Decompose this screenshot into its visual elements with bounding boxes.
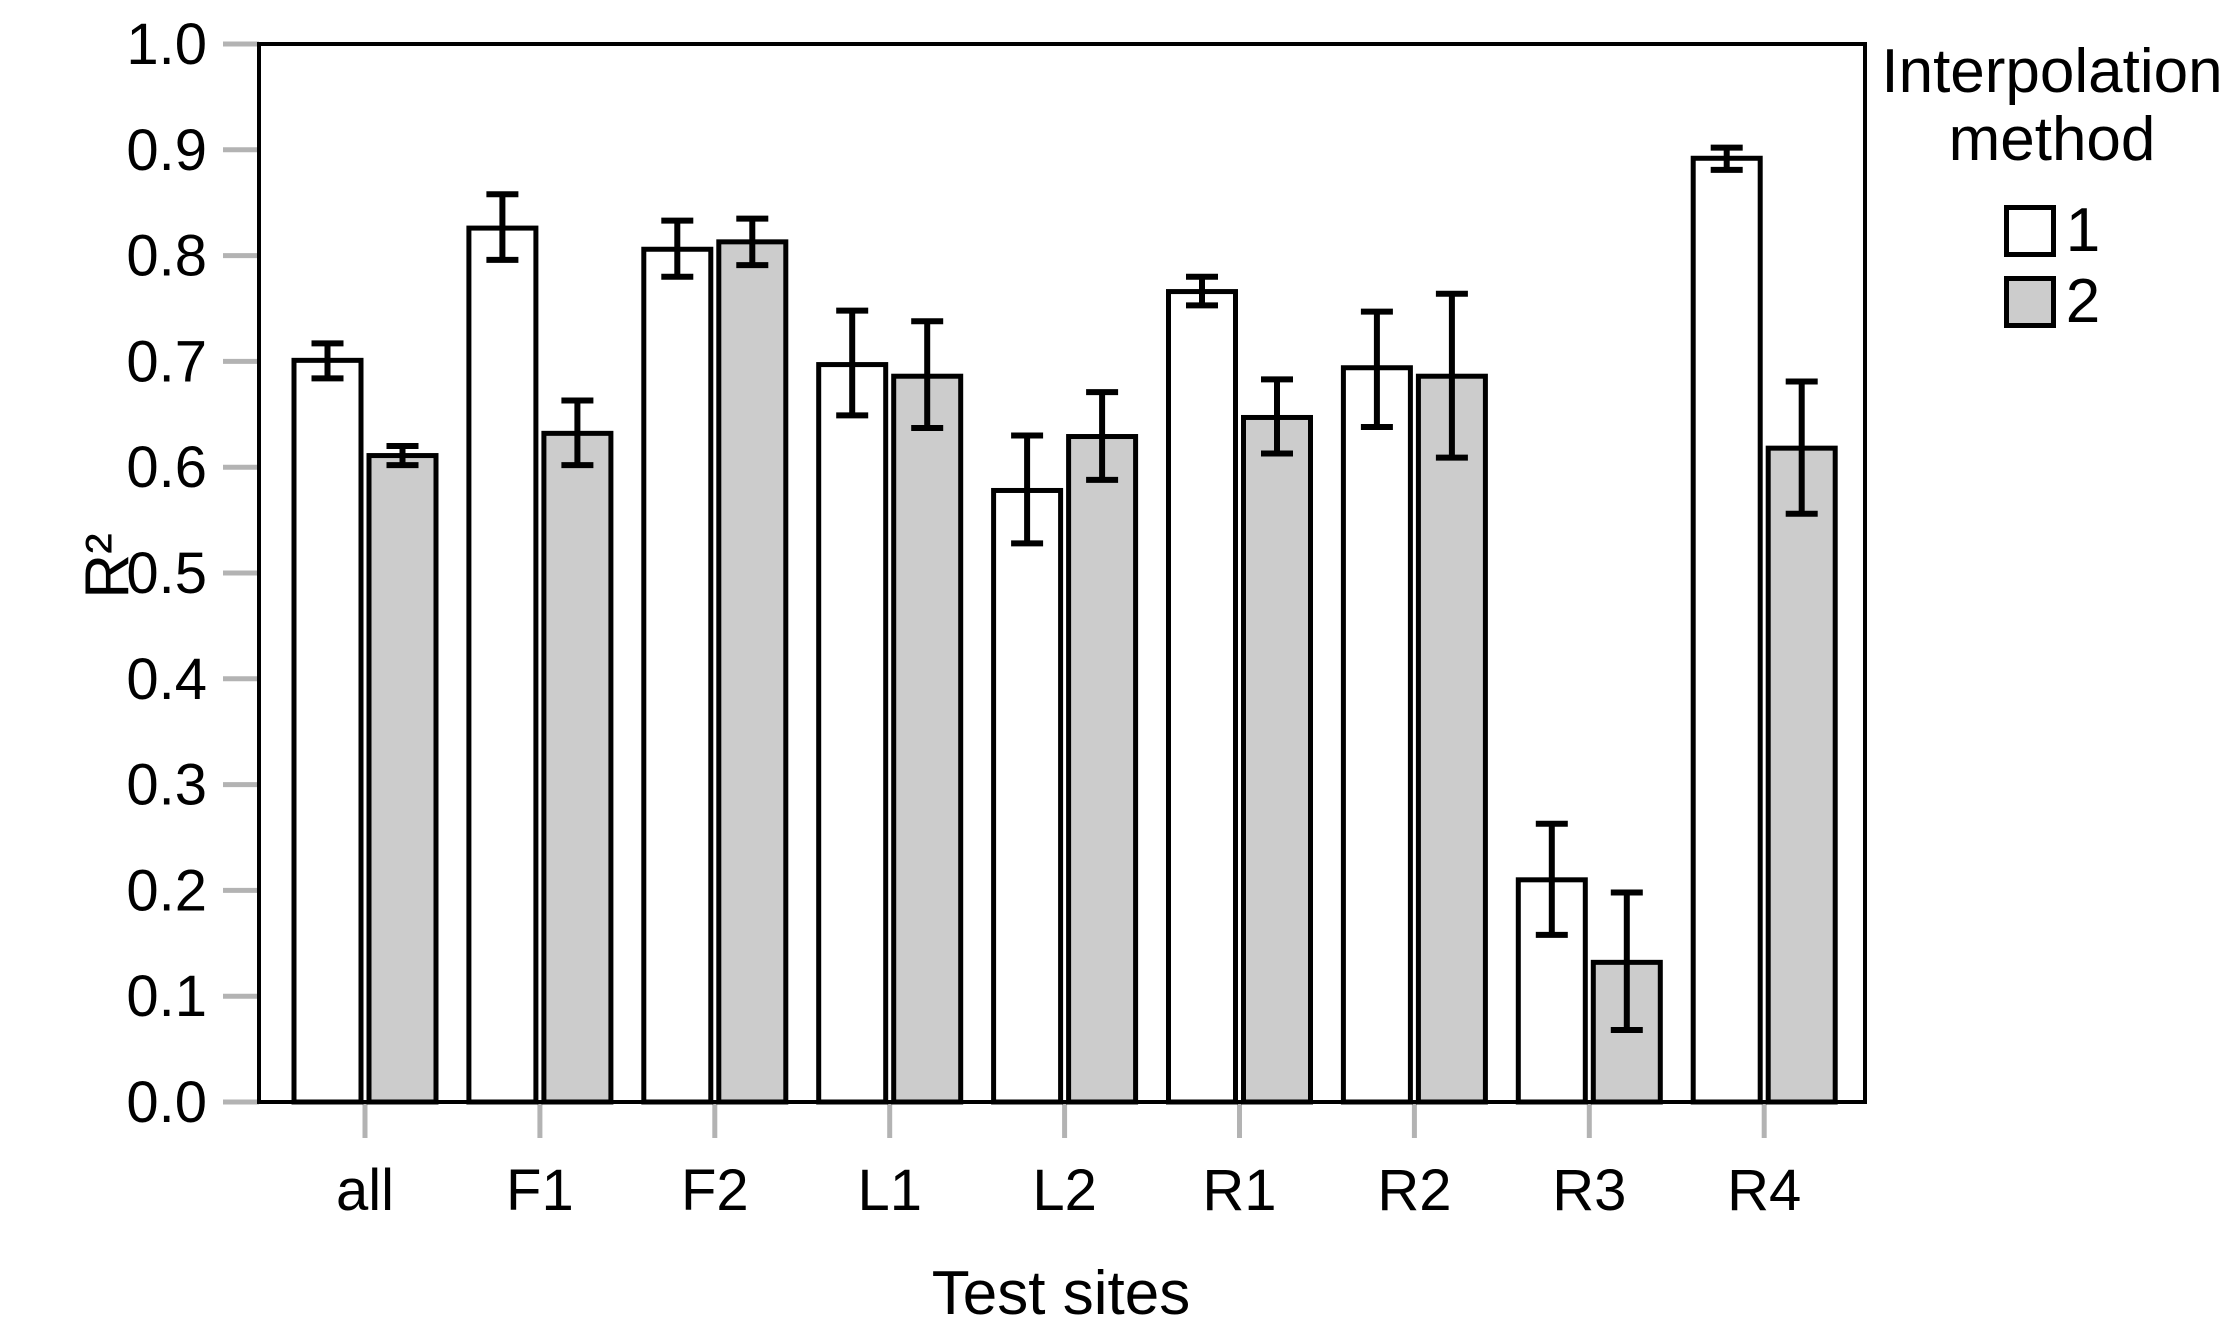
- bar-L2-method1: [991, 487, 1064, 1105]
- legend-label-method-2: 2: [2065, 267, 2101, 337]
- bar-L1-method1: [816, 362, 889, 1105]
- legend: Interpolation method 1 2: [1876, 38, 2228, 347]
- y-axis-tick-label: 1.0: [126, 12, 207, 77]
- x-axis-tick-label: F2: [681, 1158, 749, 1223]
- x-axis-tick-label: L1: [857, 1158, 922, 1223]
- x-axis-tick-label: R4: [1727, 1158, 1801, 1223]
- bar-R2-method2: [1415, 373, 1488, 1105]
- x-axis-tick-label: F1: [506, 1158, 574, 1223]
- legend-swatch-method-2: [2003, 276, 2056, 329]
- bar-all-method2: [366, 453, 439, 1105]
- y-axis-tick-label: 0.2: [126, 858, 207, 923]
- legend-title: Interpolation method: [1881, 37, 2223, 174]
- bar-all-method1: [291, 357, 364, 1105]
- y-axis-tick-label: 0.7: [126, 329, 207, 394]
- y-axis-tick-label: 0.4: [126, 647, 207, 712]
- y-axis-tick-label: 0.5: [126, 541, 207, 606]
- legend-item-method-1: 1: [1876, 196, 2228, 266]
- y-axis-tick-label: 0.0: [126, 1070, 207, 1135]
- y-axis-title: R²: [73, 533, 143, 599]
- y-axis-tick-label: 0.1: [126, 964, 207, 1029]
- x-axis-tick-label: L2: [1032, 1158, 1097, 1223]
- bar-F1-method1: [466, 225, 539, 1105]
- bar-L1-method2: [891, 373, 964, 1105]
- y-axis-tick-label: 0.3: [126, 753, 207, 818]
- bar-R4-method2: [1765, 445, 1838, 1105]
- bar-R4-method1: [1690, 155, 1763, 1105]
- x-axis-title: Test sites: [931, 1259, 1191, 1328]
- bar-F2-method1: [641, 246, 714, 1105]
- bar-F2-method2: [716, 239, 789, 1105]
- legend-swatch-method-1: [2003, 205, 2056, 258]
- x-axis-tick-label: R1: [1202, 1158, 1276, 1223]
- y-axis-tick-label: 0.9: [126, 118, 207, 183]
- y-axis-tick-label: 0.8: [126, 224, 207, 289]
- bar-L2-method2: [1066, 434, 1139, 1105]
- bar-R1-method1: [1166, 289, 1238, 1105]
- x-axis-tick-label: all: [336, 1158, 394, 1223]
- y-axis-tick-label: 0.6: [126, 435, 207, 500]
- x-axis-tick-label: R2: [1377, 1158, 1451, 1223]
- legend-items: 1 2: [1876, 196, 2228, 337]
- legend-item-method-2: 2: [1876, 267, 2228, 337]
- bar-F1-method2: [541, 430, 614, 1105]
- legend-label-method-1: 1: [2065, 196, 2101, 266]
- bar-R2-method1: [1340, 365, 1413, 1105]
- bar-R1-method2: [1241, 414, 1313, 1105]
- x-axis-tick-label: R3: [1552, 1158, 1626, 1223]
